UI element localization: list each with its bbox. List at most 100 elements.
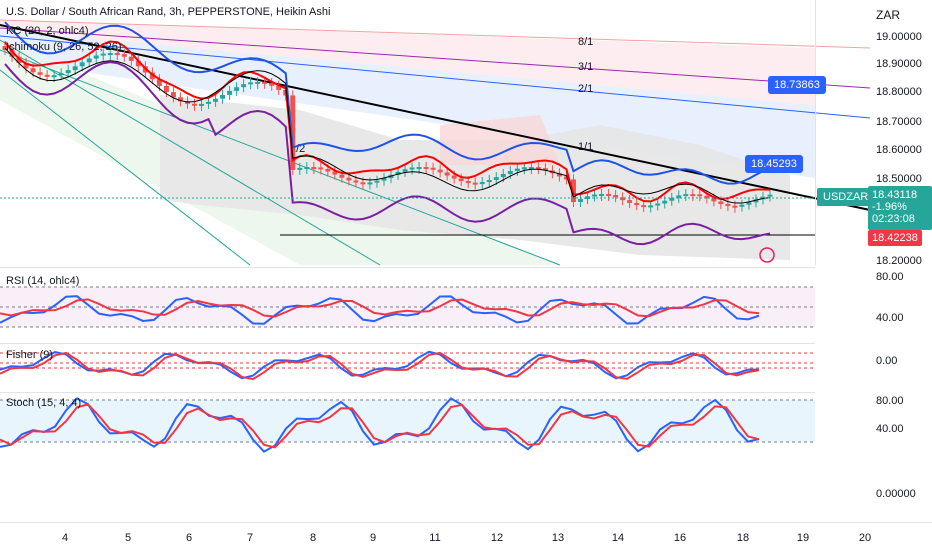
x-tick-label: 12 — [491, 532, 503, 544]
candle-body — [318, 167, 324, 170]
x-axis-border — [0, 522, 932, 523]
candle-body — [276, 85, 282, 90]
candle-body — [578, 199, 584, 203]
low-price-tag[interactable]: 18.42238 — [868, 230, 922, 246]
candle-body — [423, 167, 429, 170]
candle-body — [711, 198, 717, 202]
gann-line-3-1 — [0, 27, 871, 89]
y-tick-label: 18.50000 — [876, 173, 922, 185]
gann-label-3-1: 3/1 — [578, 61, 593, 73]
symbol-tag[interactable]: USDZAR — [817, 188, 875, 206]
candle-body — [676, 195, 682, 198]
candle-body — [213, 98, 219, 102]
candle-body — [451, 175, 457, 179]
x-tick-label: 8 — [310, 532, 316, 544]
pane-divider — [0, 267, 815, 268]
gann-line-2-1 — [0, 35, 871, 119]
target-tag-1[interactable]: 18.73863 — [768, 76, 826, 94]
candle-body — [381, 178, 387, 181]
x-tick-label: 18 — [737, 532, 749, 544]
candle-body — [500, 173, 506, 178]
candle-body — [30, 68, 36, 73]
gann-line-1-2 — [0, 39, 381, 266]
rsi-line — [0, 295, 760, 325]
candle-body — [163, 85, 169, 93]
candle-body — [472, 182, 478, 185]
candle-body — [620, 197, 626, 201]
x-tick-label: 7 — [247, 532, 253, 544]
candle-body — [44, 74, 50, 77]
candle-body — [332, 171, 338, 175]
candle-body — [255, 81, 261, 84]
rsi-legend[interactable]: RSI (14, ohlc4) — [6, 275, 80, 287]
candle-body — [227, 90, 233, 95]
fisher-legend[interactable]: Fisher (9) — [6, 349, 54, 361]
candle-body — [606, 194, 612, 197]
kc-legend[interactable]: KC (20, 2, ohlc4) — [6, 25, 89, 37]
candle-body — [269, 83, 275, 86]
target-tag-2[interactable]: 18.45293 — [745, 155, 803, 173]
y-tick-label: 18.60000 — [876, 144, 922, 156]
candle-body — [304, 167, 310, 170]
candle-body — [739, 204, 745, 207]
candle-body — [444, 172, 450, 176]
candle-body — [79, 62, 85, 67]
x-tick-label: 11 — [429, 532, 440, 544]
candle-body — [100, 53, 106, 56]
x-tick-label: 5 — [125, 532, 131, 544]
candle-body — [732, 205, 738, 208]
candle-body — [65, 70, 71, 74]
candle-body — [9, 50, 15, 57]
currency-label: ZAR — [876, 8, 900, 22]
candle-body — [206, 101, 212, 104]
candle-body — [521, 167, 527, 170]
candle-body — [191, 103, 197, 106]
candle-body — [297, 167, 303, 170]
candle-body — [627, 200, 633, 203]
gann-line-1-3 — [0, 49, 561, 266]
candle-body — [662, 200, 668, 204]
candle-body — [493, 177, 499, 180]
candle-body — [128, 56, 134, 61]
candle-body — [683, 194, 689, 197]
stoch-legend[interactable]: Stoch (15, 4, 4) — [6, 397, 82, 409]
candle-body — [746, 202, 752, 205]
candle-body — [648, 205, 654, 208]
candle-body — [528, 167, 534, 170]
x-tick-label: 20 — [859, 532, 871, 544]
stoch-tick-0: 0.00000 — [876, 488, 916, 500]
y-tick-label: 18.80000 — [876, 86, 922, 98]
candle-body — [114, 53, 120, 56]
candle-body — [220, 94, 226, 99]
fisher-line — [0, 350, 760, 380]
gann-line-1-1 — [0, 24, 871, 211]
last-price: 18.43118 — [872, 189, 918, 201]
kc-upper-band — [4, 21, 771, 185]
candle-body — [718, 201, 724, 205]
candle-body — [170, 92, 176, 98]
candle-body — [479, 182, 485, 185]
x-tick-label: 9 — [370, 532, 376, 544]
candle-body — [177, 97, 183, 102]
candle-body — [465, 181, 471, 184]
candle-body — [690, 194, 696, 197]
candle-body — [409, 167, 415, 170]
candle-body — [725, 204, 731, 207]
rsi-tick-40: 40.00 — [876, 312, 904, 324]
candle-body — [184, 101, 190, 104]
x-tick-label: 6 — [186, 532, 192, 544]
ichimoku-legend[interactable]: Ichimoku (9, 26, 52, 26) — [6, 41, 122, 53]
candle-body — [535, 167, 541, 170]
x-tick-label: 16 — [674, 532, 686, 544]
candle-body — [395, 171, 401, 175]
candle-body — [416, 167, 422, 170]
rsi-ma-line — [0, 298, 760, 318]
candle-body — [486, 179, 492, 183]
candle-body — [346, 177, 352, 181]
candle-body — [367, 182, 373, 185]
fisher-tick-0: 0.00 — [876, 355, 897, 367]
candle-body — [241, 84, 247, 88]
lagging-span — [4, 61, 771, 246]
candle-body — [107, 53, 113, 56]
